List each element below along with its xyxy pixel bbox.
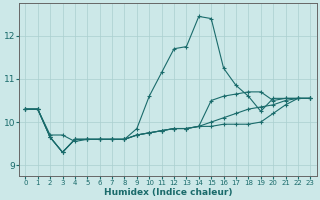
X-axis label: Humidex (Indice chaleur): Humidex (Indice chaleur) [104,188,232,197]
